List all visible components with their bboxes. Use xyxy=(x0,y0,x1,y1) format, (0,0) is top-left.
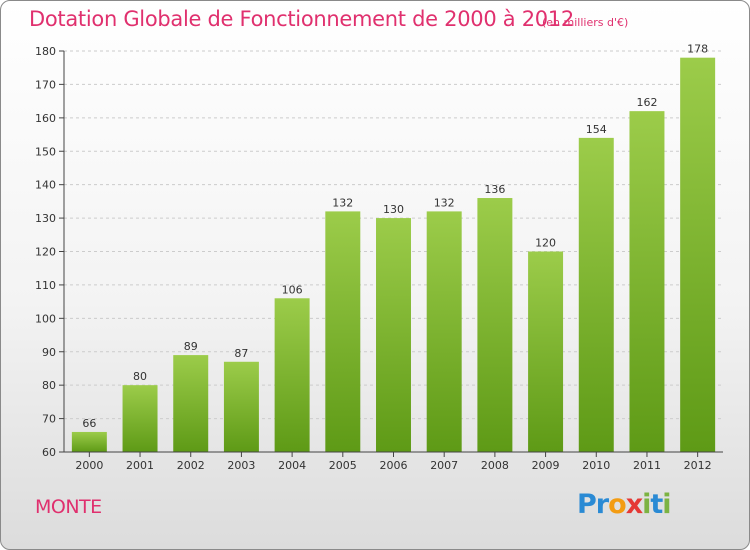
y-tick-label: 130 xyxy=(35,212,56,225)
y-tick-label: 170 xyxy=(35,78,56,91)
data-label-2002: 89 xyxy=(184,340,198,353)
logo-letter: i xyxy=(662,489,671,520)
data-label-2011: 162 xyxy=(636,96,657,109)
y-tick-label: 150 xyxy=(35,145,56,158)
chart-title: Dotation Globale de Fonctionnement de 20… xyxy=(29,7,574,31)
data-label-2001: 80 xyxy=(133,370,147,383)
y-tick-label: 140 xyxy=(35,179,56,192)
y-tick-label: 110 xyxy=(35,279,56,292)
bar-2005 xyxy=(325,211,361,452)
y-tick-label: 180 xyxy=(35,45,56,58)
data-label-2003: 87 xyxy=(234,347,248,360)
x-tick-label-2003: 2003 xyxy=(227,459,255,472)
data-label-2005: 132 xyxy=(332,196,353,209)
logo-letter: r xyxy=(595,489,609,520)
logo-letter: t xyxy=(650,489,663,520)
y-tick-label: 70 xyxy=(42,413,56,426)
logo-letter: x xyxy=(625,489,643,520)
x-tick-label-2004: 2004 xyxy=(278,459,306,472)
x-tick-label-2006: 2006 xyxy=(380,459,408,472)
bar-2010 xyxy=(578,137,614,452)
y-tick-label: 160 xyxy=(35,112,56,125)
x-tick-label-2002: 2002 xyxy=(177,459,205,472)
logo-letter: i xyxy=(642,489,651,520)
x-tick-label-2008: 2008 xyxy=(481,459,509,472)
x-tick-label-2007: 2007 xyxy=(430,459,458,472)
data-label-2000: 66 xyxy=(82,417,96,430)
x-tick-label-2012: 2012 xyxy=(684,459,712,472)
data-label-2006: 130 xyxy=(383,203,404,216)
logo-letter: o xyxy=(608,489,627,520)
data-label-2010: 154 xyxy=(586,123,607,136)
data-label-2007: 132 xyxy=(434,196,455,209)
bar-2002 xyxy=(173,355,209,452)
bar-2012 xyxy=(680,57,716,452)
commune-name: MONTE xyxy=(35,496,102,518)
data-label-2004: 106 xyxy=(282,283,303,296)
data-label-2012: 178 xyxy=(687,43,708,56)
bar-2009 xyxy=(528,251,564,452)
x-tick-label-2009: 2009 xyxy=(532,459,560,472)
bar-2001 xyxy=(122,385,158,452)
x-tick-label-2011: 2011 xyxy=(633,459,661,472)
x-tick-label-2001: 2001 xyxy=(126,459,154,472)
bar-2000 xyxy=(71,431,107,452)
y-tick-label: 120 xyxy=(35,246,56,259)
bar-2003 xyxy=(223,361,259,452)
logo-letter: P xyxy=(577,489,597,520)
data-label-2008: 136 xyxy=(484,183,505,196)
proxiti-logo[interactable]: Proxiti xyxy=(577,489,672,520)
bar-2004 xyxy=(274,298,310,452)
chart-subtitle: (en milliers d'€) xyxy=(542,16,629,29)
x-tick-label-2010: 2010 xyxy=(582,459,610,472)
y-tick-label: 60 xyxy=(42,446,56,459)
bar-2007 xyxy=(426,211,462,452)
y-tick-label: 90 xyxy=(42,346,56,359)
y-tick-label: 100 xyxy=(35,312,56,325)
bar-2008 xyxy=(477,198,513,452)
x-tick-label-2005: 2005 xyxy=(329,459,357,472)
data-label-2009: 120 xyxy=(535,237,556,250)
y-tick-label: 80 xyxy=(42,379,56,392)
bar-2011 xyxy=(629,111,665,453)
bar-2006 xyxy=(376,218,411,452)
x-tick-label-2000: 2000 xyxy=(75,459,103,472)
